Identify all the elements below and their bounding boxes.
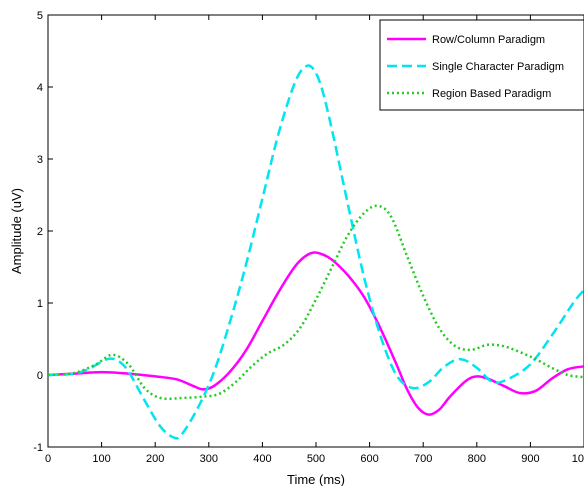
series-layer xyxy=(48,64,584,440)
x-tick-label: 1000 xyxy=(572,453,584,465)
y-tick-label: 3 xyxy=(37,154,43,166)
series-line-single-character-paradigm xyxy=(48,64,584,440)
x-tick-label: 0 xyxy=(45,453,51,465)
x-tick-label: 600 xyxy=(360,453,378,465)
y-tick-label: 5 xyxy=(37,10,43,22)
x-tick-label: 900 xyxy=(521,453,539,465)
y-tick-label: 2 xyxy=(37,226,43,238)
legend-label: Region Based Paradigm xyxy=(432,88,551,100)
legend-label: Single Character Paradigm xyxy=(432,61,564,73)
x-axis-title: Time (ms) xyxy=(287,472,345,486)
x-tick-label: 800 xyxy=(468,453,486,465)
x-tick-label: 300 xyxy=(200,453,218,465)
x-tick-label: 100 xyxy=(92,453,110,465)
x-tick-label: 200 xyxy=(146,453,164,465)
y-tick-label: -1 xyxy=(33,442,43,454)
x-tick-label: 700 xyxy=(414,453,432,465)
x-tick-label: 500 xyxy=(307,453,325,465)
y-tick-label: 1 xyxy=(37,298,43,310)
legend-label: Row/Column Paradigm xyxy=(432,34,545,46)
legend: Row/Column Paradigm Single Character Para… xyxy=(379,19,584,111)
x-tick-label: 400 xyxy=(253,453,271,465)
legend-box xyxy=(379,19,584,111)
y-axis-title: Amplitude (uV) xyxy=(9,188,24,274)
series-line-region-based-paradigm xyxy=(48,204,584,401)
y-tick-label: 0 xyxy=(37,370,43,382)
y-tick-label: 4 xyxy=(37,82,43,94)
